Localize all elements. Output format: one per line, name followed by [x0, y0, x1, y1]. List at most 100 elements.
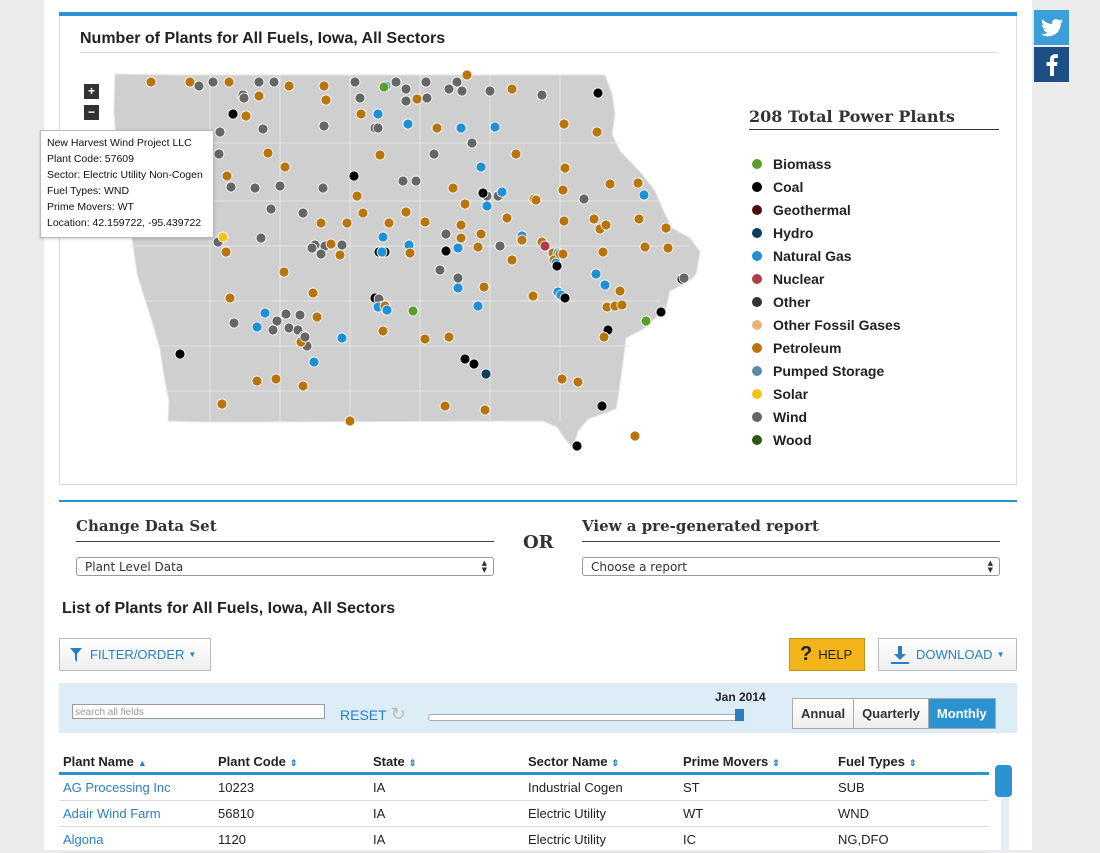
plant-marker[interactable]: [638, 189, 650, 201]
column-header[interactable]: Fuel Types ⇕: [834, 750, 989, 772]
legend-item[interactable]: Geothermal: [752, 198, 901, 221]
plant-marker[interactable]: [400, 95, 412, 107]
plant-name-link[interactable]: Adair Wind Farm: [63, 806, 161, 821]
plant-marker[interactable]: [678, 272, 690, 284]
zoom-out-button[interactable]: −: [84, 105, 99, 120]
iowa-map[interactable]: [60, 16, 1016, 484]
column-header[interactable]: State ⇕: [369, 750, 524, 772]
plant-marker[interactable]: [558, 215, 570, 227]
column-header[interactable]: Prime Movers ⇕: [679, 750, 834, 772]
plant-marker[interactable]: [578, 193, 590, 205]
legend-item[interactable]: Pumped Storage: [752, 359, 901, 382]
plant-marker[interactable]: [461, 69, 473, 81]
legend-item[interactable]: Other Fossil Gases: [752, 313, 901, 336]
plant-marker[interactable]: [466, 137, 478, 149]
sort-icon[interactable]: ▲: [137, 758, 147, 768]
plant-marker[interactable]: [530, 194, 542, 206]
plant-marker[interactable]: [590, 268, 602, 280]
plant-marker[interactable]: [475, 228, 487, 240]
plant-marker[interactable]: [214, 126, 226, 138]
plant-marker[interactable]: [633, 213, 645, 225]
plant-marker[interactable]: [238, 92, 250, 104]
plant-marker[interactable]: [459, 198, 471, 210]
plant-name-link[interactable]: AG Processing Inc: [63, 780, 171, 795]
plant-marker[interactable]: [255, 232, 267, 244]
plant-marker[interactable]: [376, 246, 388, 258]
legend-item[interactable]: Petroleum: [752, 336, 901, 359]
legend-item[interactable]: Wood: [752, 428, 901, 451]
plant-marker[interactable]: [536, 89, 548, 101]
plant-marker[interactable]: [419, 333, 431, 345]
data-set-select[interactable]: Plant Level Data ▲ ▼: [76, 557, 494, 576]
plant-marker[interactable]: [655, 306, 667, 318]
plant-marker[interactable]: [592, 87, 604, 99]
legend-item[interactable]: Other: [752, 290, 901, 313]
plant-marker[interactable]: [604, 178, 616, 190]
plant-marker[interactable]: [556, 373, 568, 385]
plant-marker[interactable]: [632, 177, 644, 189]
plant-marker[interactable]: [336, 332, 348, 344]
plant-marker[interactable]: [456, 85, 468, 97]
column-header[interactable]: Sector Name ⇕: [524, 750, 679, 772]
facebook-share-button[interactable]: [1034, 47, 1069, 82]
plant-marker[interactable]: [572, 376, 584, 388]
plant-marker[interactable]: [516, 234, 528, 246]
plant-marker[interactable]: [539, 240, 551, 252]
plant-marker[interactable]: [452, 282, 464, 294]
column-header[interactable]: Plant Name ▲: [59, 750, 214, 772]
period-quarterly-button[interactable]: Quarterly: [854, 699, 929, 728]
plant-marker[interactable]: [447, 182, 459, 194]
plant-marker[interactable]: [481, 200, 493, 212]
sort-icon[interactable]: ⇕: [611, 758, 620, 768]
plant-marker[interactable]: [400, 83, 412, 95]
plant-marker[interactable]: [599, 279, 611, 291]
plant-marker[interactable]: [253, 76, 265, 88]
period-monthly-button[interactable]: Monthly: [928, 699, 995, 728]
plant-marker[interactable]: [372, 108, 384, 120]
plant-marker[interactable]: [283, 80, 295, 92]
plant-marker[interactable]: [489, 121, 501, 133]
plant-marker[interactable]: [557, 248, 569, 260]
plant-marker[interactable]: [299, 331, 311, 343]
plant-marker[interactable]: [614, 285, 626, 297]
plant-marker[interactable]: [297, 207, 309, 219]
plant-marker[interactable]: [259, 307, 271, 319]
plant-marker[interactable]: [174, 348, 186, 360]
plant-marker[interactable]: [283, 322, 295, 334]
sort-icon[interactable]: ⇕: [289, 758, 298, 768]
plant-marker[interactable]: [588, 213, 600, 225]
date-slider-handle[interactable]: [735, 709, 744, 721]
plant-marker[interactable]: [334, 249, 346, 261]
plant-marker[interactable]: [253, 90, 265, 102]
plant-marker[interactable]: [439, 400, 451, 412]
search-input[interactable]: search all fields: [72, 704, 325, 719]
help-button[interactable]: ? HELP: [789, 638, 865, 671]
plant-marker[interactable]: [455, 219, 467, 231]
plant-marker[interactable]: [506, 254, 518, 266]
plant-marker[interactable]: [306, 242, 318, 254]
plant-marker[interactable]: [558, 118, 570, 130]
plant-marker[interactable]: [308, 356, 320, 368]
plant-marker[interactable]: [354, 92, 366, 104]
plant-marker[interactable]: [478, 281, 490, 293]
plant-marker[interactable]: [267, 324, 279, 336]
plant-marker[interactable]: [279, 161, 291, 173]
table-scrollbar-track[interactable]: [1001, 765, 1009, 850]
plant-marker[interactable]: [325, 238, 337, 250]
plant-marker[interactable]: [629, 430, 641, 442]
plant-marker[interactable]: [410, 175, 422, 187]
plant-marker[interactable]: [598, 331, 610, 343]
plant-marker[interactable]: [355, 108, 367, 120]
plant-marker[interactable]: [494, 240, 506, 252]
plant-marker[interactable]: [397, 175, 409, 187]
plant-marker[interactable]: [213, 148, 225, 160]
plant-marker[interactable]: [419, 216, 431, 228]
plant-marker[interactable]: [475, 161, 487, 173]
plant-marker[interactable]: [278, 266, 290, 278]
plant-marker[interactable]: [452, 242, 464, 254]
table-row[interactable]: AG Processing Inc 10223 IA Industrial Cogen…: [59, 775, 989, 801]
plant-marker[interactable]: [348, 170, 360, 182]
sort-icon[interactable]: ⇕: [772, 758, 780, 768]
filter-order-button[interactable]: FILTER/ORDER ▼: [59, 638, 211, 671]
plant-marker[interactable]: [228, 317, 240, 329]
